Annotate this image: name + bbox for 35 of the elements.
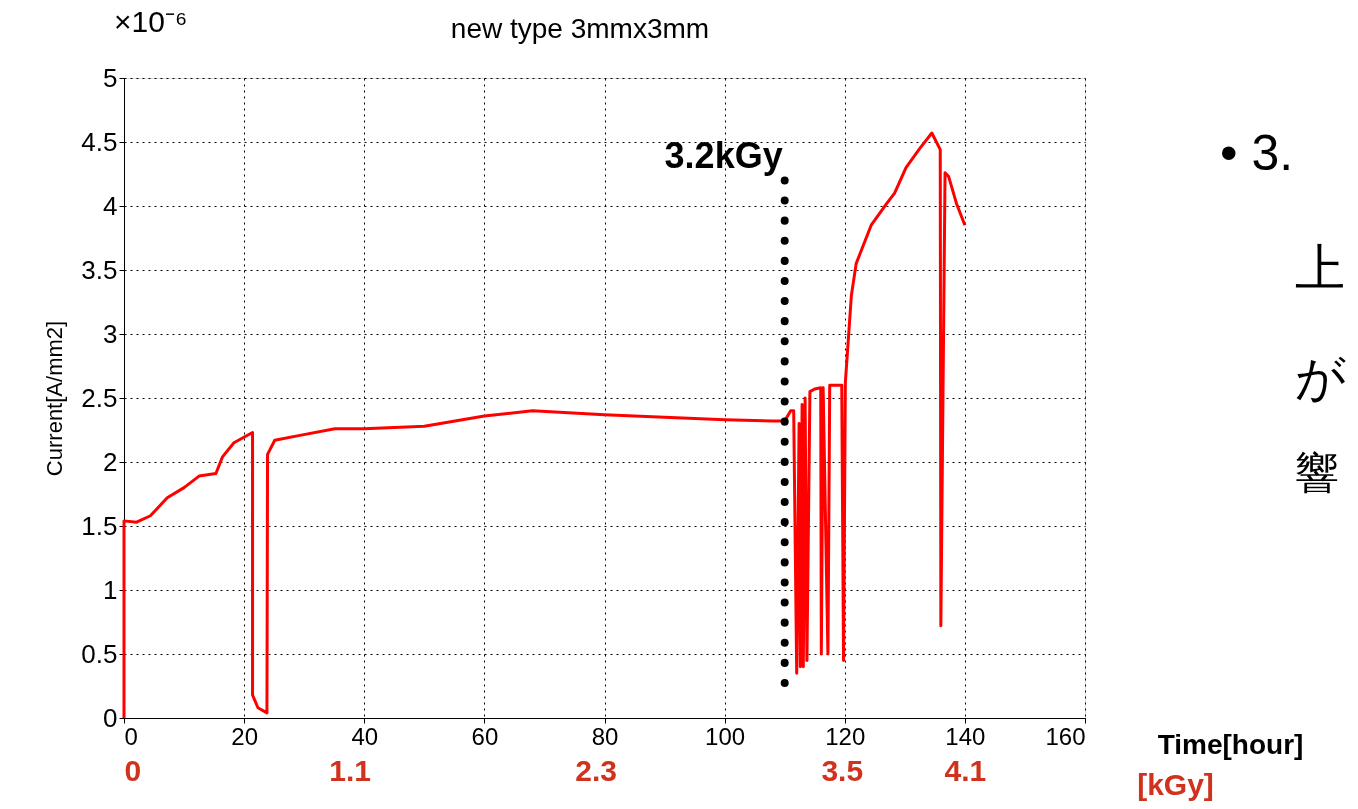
x-tick-label: 160	[1045, 722, 1086, 750]
text: • 3.	[1220, 125, 1294, 181]
text: 上	[1295, 240, 1345, 296]
y-tick-label: 3	[103, 318, 118, 349]
x-tick-label: 40	[351, 722, 379, 750]
x-tick-label: 20	[231, 722, 258, 750]
text: が	[1295, 350, 1346, 406]
y-tick-label: 2.5	[81, 382, 118, 413]
x-tick-label: 120	[825, 722, 866, 750]
x-tick-label: 60	[471, 722, 499, 750]
chart-title: new type 3mmx3mm	[450, 13, 710, 44]
x2-tick-label: 0	[124, 753, 142, 787]
x2-tick-label: 1.1	[329, 753, 371, 787]
y-tick-label: 4.5	[81, 126, 118, 157]
text: ×10⁻⁶	[114, 5, 188, 38]
x-tick-label: 100	[705, 722, 746, 750]
x2-axis-title: [kGy]	[1137, 767, 1214, 801]
y-tick-label: 3.5	[81, 254, 118, 285]
y-tick-label: 4	[103, 190, 118, 221]
ref-line-label: 3.2kGy	[664, 135, 783, 177]
line-series	[122, 131, 967, 720]
text: 響	[1295, 448, 1339, 497]
x2-tick-label: 4.1	[944, 753, 987, 787]
x-axis-title: Time[hour]	[1157, 728, 1304, 760]
x-tick-label: 80	[591, 722, 619, 750]
y-tick-label: 2	[103, 446, 118, 477]
y-tick-label: 0.5	[81, 638, 118, 669]
x2-tick-label: 2.3	[575, 753, 618, 787]
x-tick-label: 0	[124, 722, 138, 750]
y-axis-title: Current[A/mm2]	[42, 320, 68, 477]
x-tick-label: 140	[945, 722, 986, 750]
y-tick-label: 1.5	[81, 510, 118, 541]
x2-tick-label: 3.5	[821, 753, 864, 787]
y-tick-label: 1	[103, 574, 118, 605]
y-tick-label: 5	[103, 62, 118, 93]
